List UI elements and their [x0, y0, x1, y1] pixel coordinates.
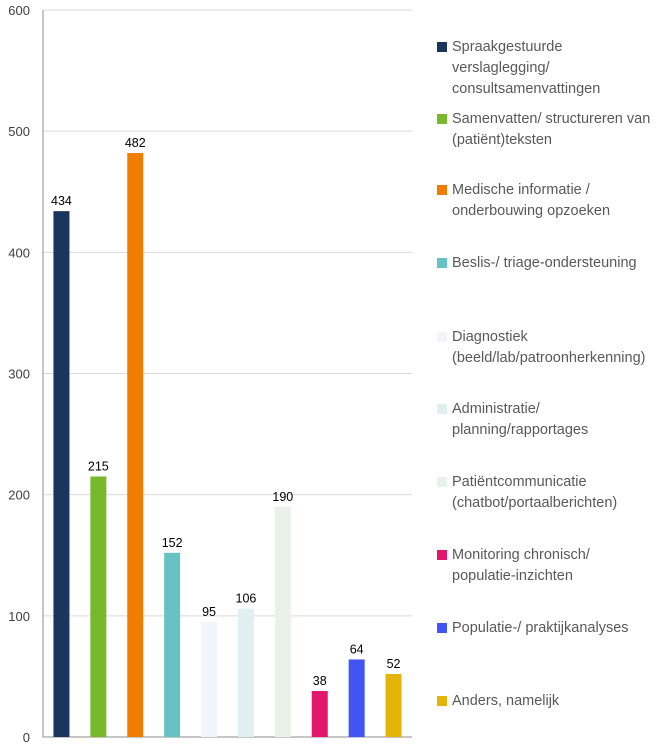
- legend-swatch: [437, 258, 447, 268]
- legend-swatch: [437, 332, 447, 342]
- legend-swatch: [437, 185, 447, 195]
- bar: [274, 506, 291, 737]
- bar: [348, 659, 365, 737]
- legend-item: Populatie-/ praktijkanalyses: [437, 618, 657, 639]
- legend-swatch: [437, 550, 447, 560]
- bar: [237, 608, 254, 737]
- legend-label: Diagnostiek (beeld/lab/patroonherkenning…: [452, 329, 646, 366]
- legend-swatch: [437, 623, 447, 633]
- legend-item: Beslis-/ triage-ondersteuning: [437, 253, 657, 274]
- legend-item: Diagnostiek (beeld/lab/patroonherkenning…: [437, 327, 657, 369]
- legend-label: Patiëntcommunicatie (chatbot/portaalberi…: [452, 474, 618, 511]
- data-label: 434: [51, 194, 72, 208]
- legend-item: Anders, namelijk: [437, 691, 657, 712]
- legend-swatch: [437, 114, 447, 124]
- legend-item: Patiëntcommunicatie (chatbot/portaalberi…: [437, 472, 657, 514]
- legend-label: Samenvatten/ structureren van (patiënt)t…: [452, 111, 651, 148]
- data-label: 215: [88, 459, 109, 473]
- data-label: 482: [125, 136, 146, 150]
- bar: [53, 211, 70, 738]
- legend-label: Populatie-/ praktijkanalyses: [452, 620, 629, 636]
- bar: [201, 621, 218, 737]
- legend-item: Monitoring chronisch/ populatie-inzichte…: [437, 545, 657, 587]
- y-tick-label: 300: [8, 367, 30, 382]
- data-label: 95: [202, 605, 216, 619]
- bar: [90, 476, 107, 737]
- legend-swatch: [437, 477, 447, 487]
- legend-item: Spraakgestuurde verslaglegging/ consults…: [437, 37, 657, 100]
- legend-label: Spraakgestuurde verslaglegging/ consults…: [452, 39, 601, 97]
- legend-label: Beslis-/ triage-ondersteuning: [452, 255, 637, 271]
- y-tick-label: 0: [23, 730, 30, 745]
- data-label: 64: [350, 642, 364, 656]
- bar: [311, 690, 328, 737]
- legend-label: Medische informatie / onderbouwing opzoe…: [452, 182, 611, 219]
- y-tick-label: 500: [8, 124, 30, 139]
- legend-item: Medische informatie / onderbouwing opzoe…: [437, 180, 657, 222]
- bar: [164, 552, 181, 737]
- y-tick-label: 400: [8, 245, 30, 260]
- legend-label: Anders, namelijk: [452, 693, 560, 709]
- legend-label: Administratie/ planning/rapportages: [452, 401, 589, 438]
- legend-swatch: [437, 404, 447, 414]
- legend-swatch: [437, 42, 447, 52]
- legend-item: Samenvatten/ structureren van (patiënt)t…: [437, 109, 657, 151]
- data-label: 152: [162, 536, 183, 550]
- y-tick-label: 100: [8, 609, 30, 624]
- y-tick-label: 200: [8, 488, 30, 503]
- data-label: 38: [313, 674, 327, 688]
- bar: [127, 152, 144, 737]
- legend-swatch: [437, 696, 447, 706]
- y-tick-label: 600: [8, 3, 30, 18]
- bar: [385, 673, 402, 737]
- data-label: 106: [236, 592, 257, 606]
- legend-label: Monitoring chronisch/ populatie-inzichte…: [452, 547, 590, 584]
- legend-item: Administratie/ planning/rapportages: [437, 399, 657, 441]
- data-label: 190: [272, 490, 293, 504]
- data-label: 52: [387, 657, 401, 671]
